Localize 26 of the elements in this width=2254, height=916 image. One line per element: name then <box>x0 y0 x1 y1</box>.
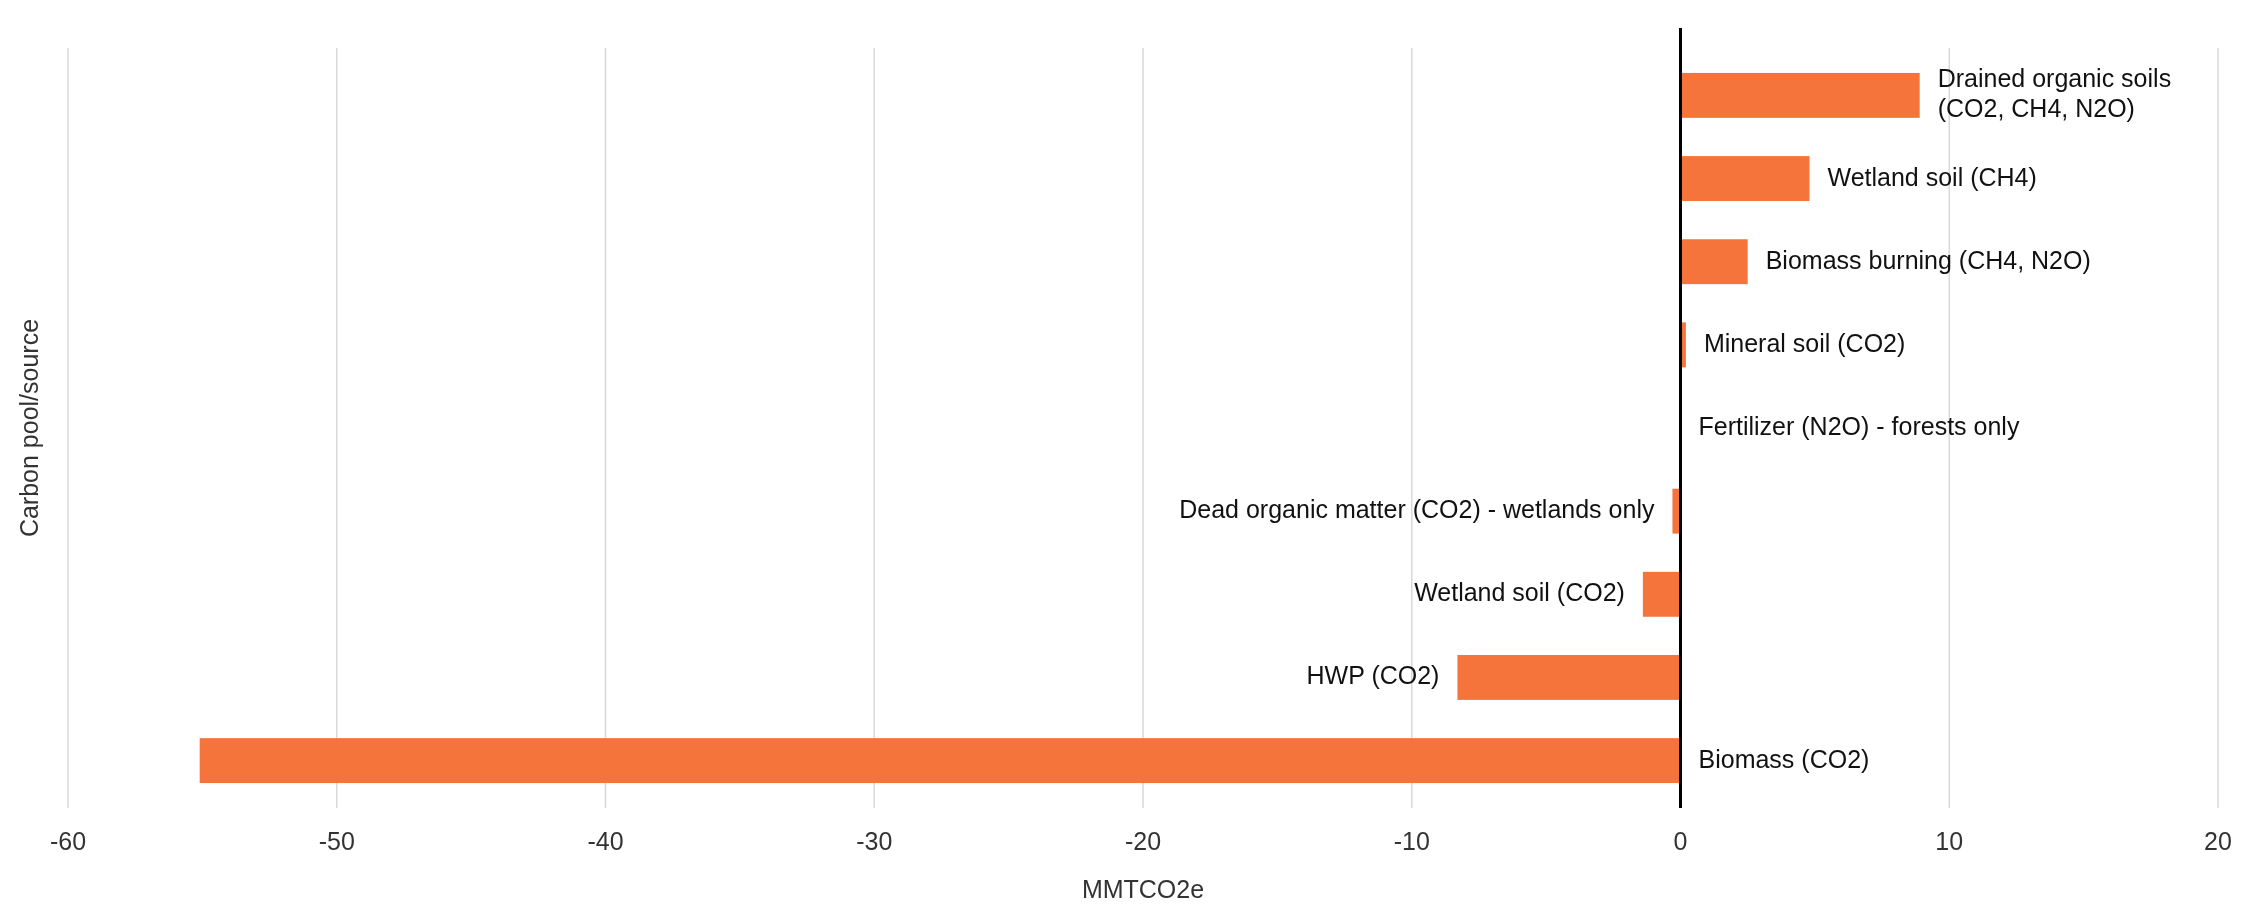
y-tick-label: Drained organic soils (CO2, CH4, N2O) <box>1937 64 2172 123</box>
y-tick-label: Wetland soil (CH4) <box>1827 162 2037 191</box>
y-tick-label: Wetland soil (CO2) <box>1414 577 1625 606</box>
bar <box>199 738 1681 784</box>
x-tick-label: -20 <box>1124 827 1162 855</box>
y-tick-label: Mineral soil (CO2) <box>1703 328 1906 357</box>
x-tick-label: 0 <box>1673 827 1688 855</box>
bar <box>1457 655 1681 700</box>
bar <box>1642 571 1681 617</box>
x-tick-label: 10 <box>1935 827 1964 855</box>
x-tick-label: -60 <box>49 827 87 855</box>
x-axis-title: MMTCO2e <box>1081 875 1205 903</box>
y-tick-label: Biomass (CO2) <box>1698 744 1870 773</box>
y-tick-label: Dead organic matter (CO2) - wetlands only <box>1179 494 1655 523</box>
bar <box>1680 239 1748 285</box>
y-tick-label: Fertilizer (N2O) - forests only <box>1698 411 2020 440</box>
y-tick-label: HWP (CO2) <box>1306 661 1440 690</box>
y-tick-label: Biomass burning (CH4, N2O) <box>1765 245 2091 274</box>
x-tick-label: 20 <box>2204 827 2232 855</box>
x-tick-label: -40 <box>587 827 624 855</box>
x-tick-label: -10 <box>1393 827 1430 855</box>
bar <box>1680 156 1810 201</box>
x-tick-label: -50 <box>318 827 355 855</box>
bar <box>1680 72 1920 118</box>
y-axis-title: Carbon pool/source <box>15 318 43 538</box>
x-tick-label: -30 <box>856 827 893 855</box>
